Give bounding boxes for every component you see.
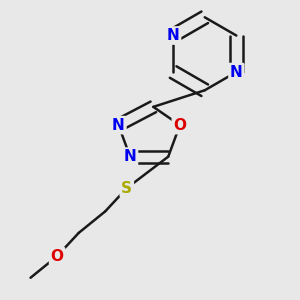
Text: O: O: [173, 118, 186, 133]
Text: N: N: [124, 149, 136, 164]
Text: N: N: [230, 64, 243, 80]
Text: O: O: [51, 249, 64, 264]
Text: S: S: [121, 181, 132, 196]
Text: N: N: [167, 28, 179, 43]
Text: N: N: [112, 118, 125, 133]
